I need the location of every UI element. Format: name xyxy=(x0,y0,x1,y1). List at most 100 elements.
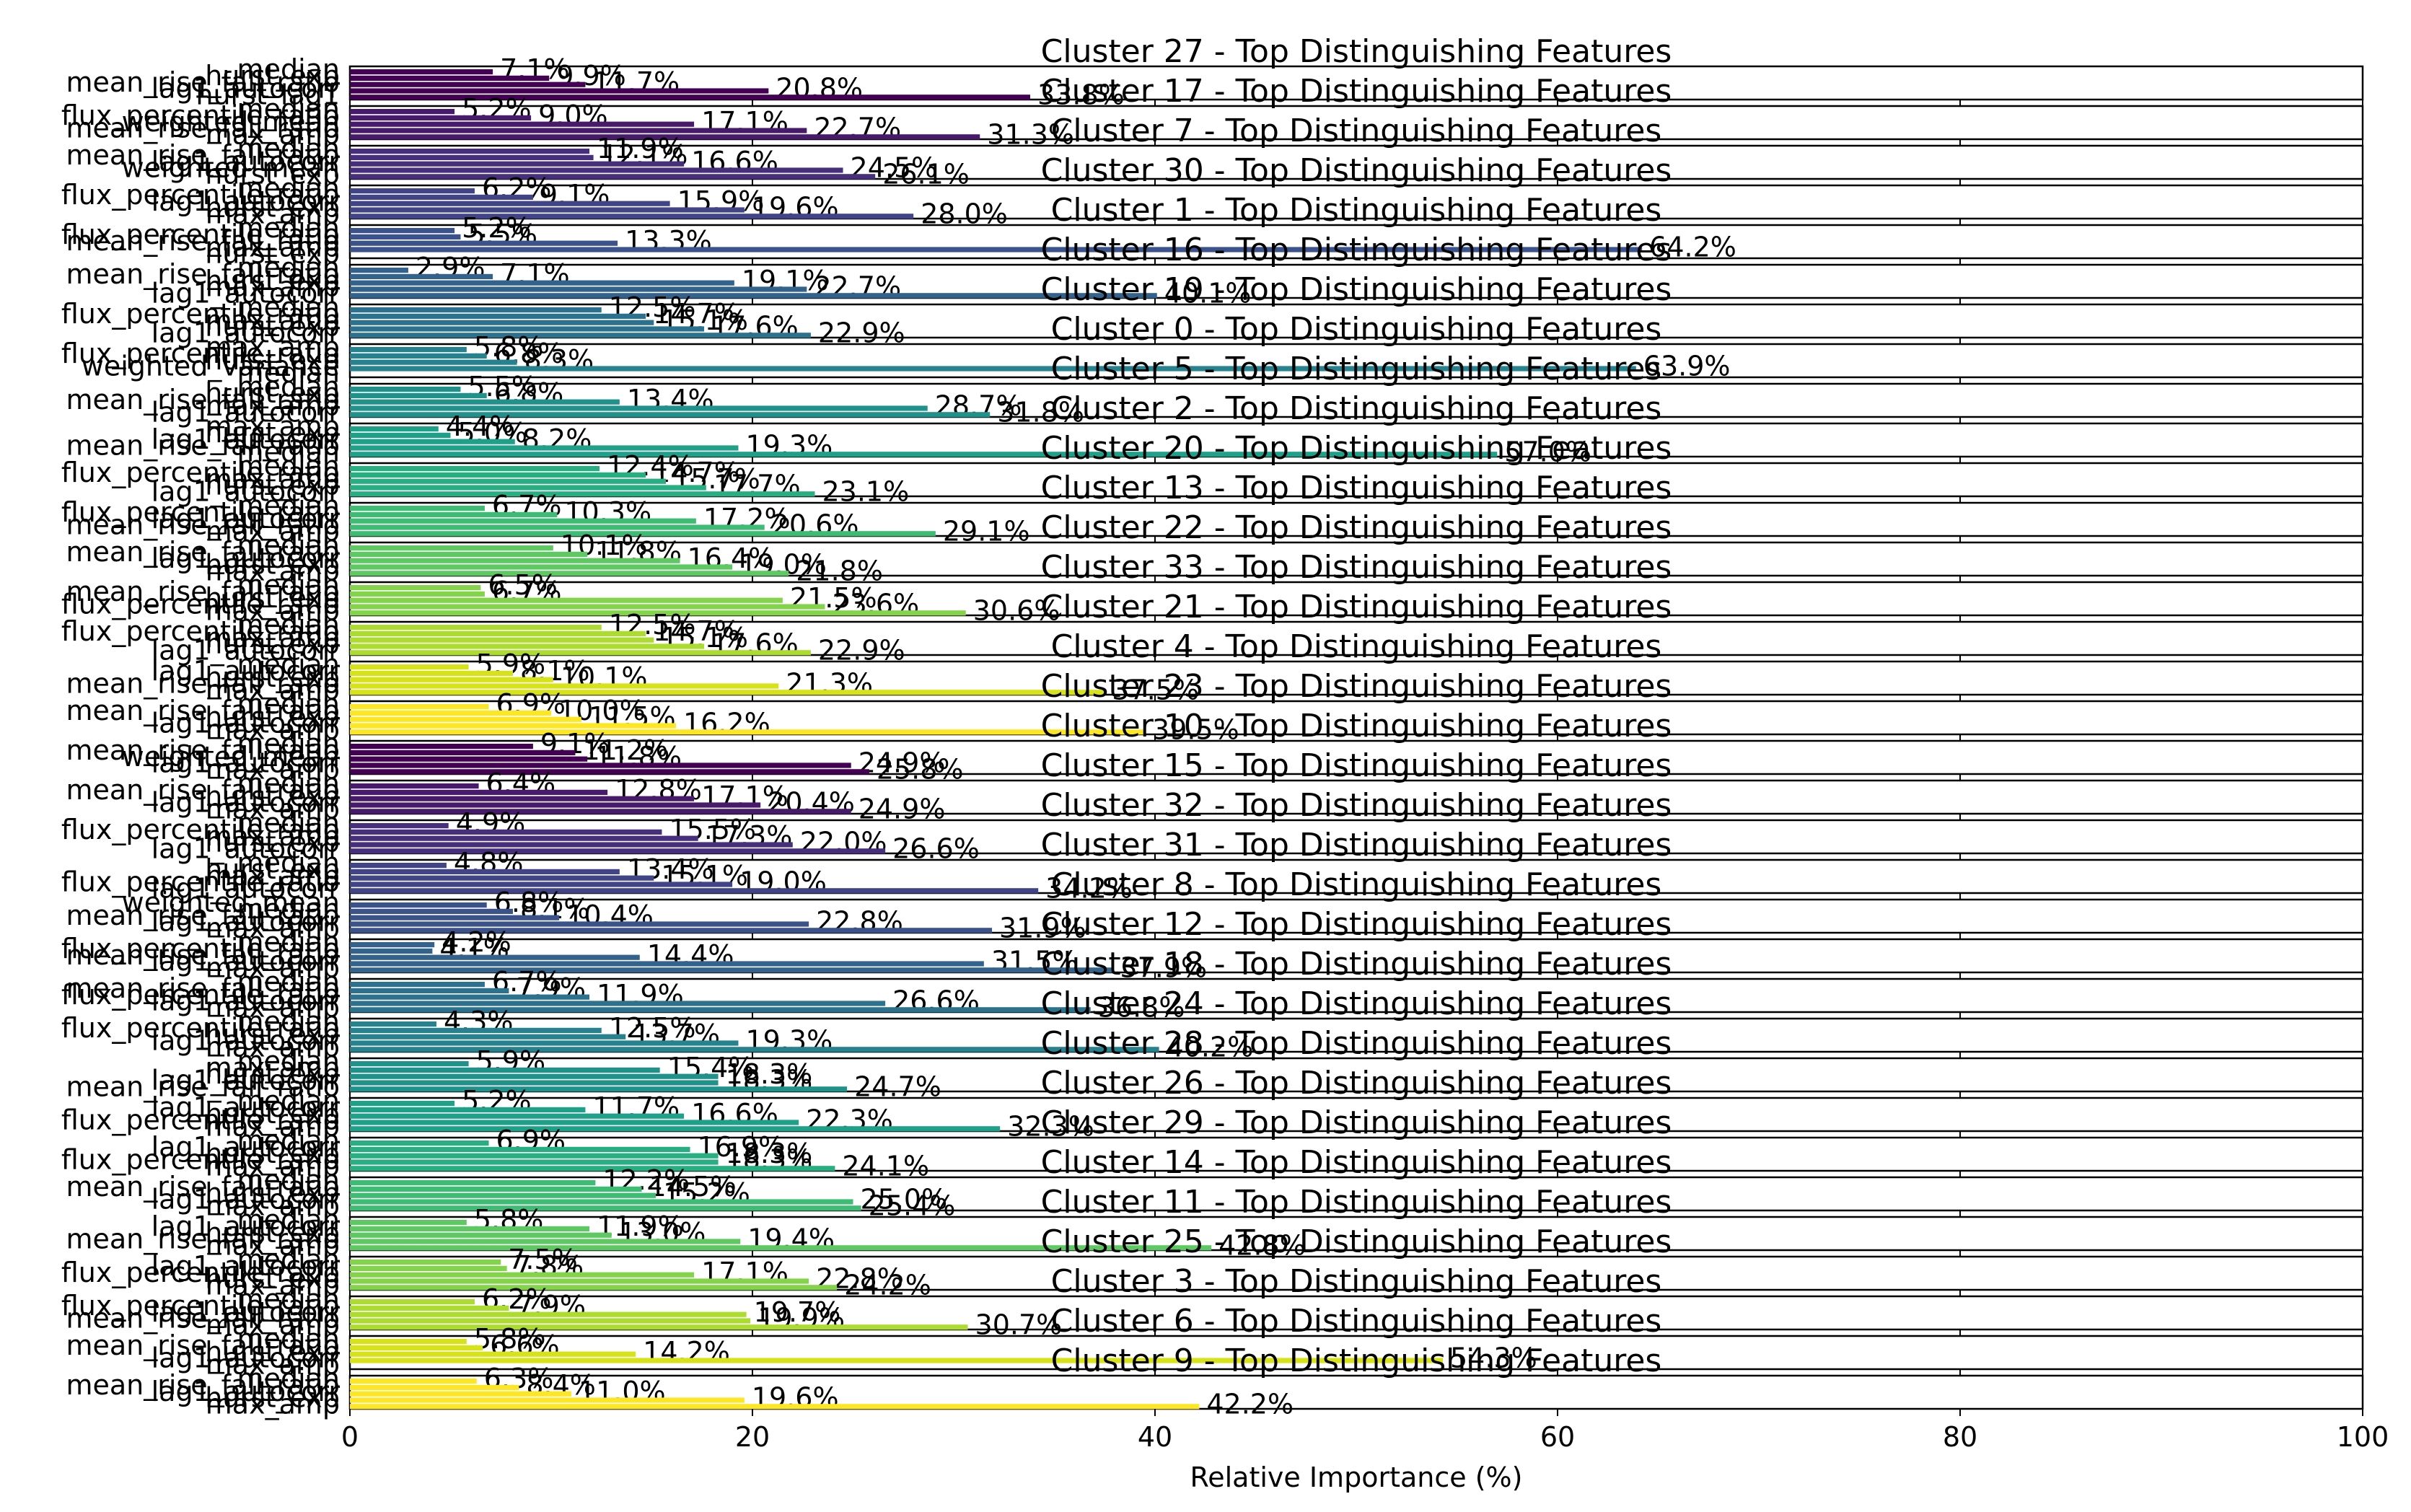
feature-label: max_amp xyxy=(206,555,340,586)
bar xyxy=(350,128,807,133)
bar xyxy=(350,604,825,610)
bar xyxy=(350,491,815,497)
panel-13: median 6.5%mean_rise_fall_ratio 6.7%hurst_… xyxy=(61,549,2364,626)
feature-label: hurst_exp xyxy=(205,377,340,409)
value-label: 5.8% xyxy=(474,1323,544,1355)
bar xyxy=(350,307,602,313)
bar xyxy=(350,1305,509,1311)
bar xyxy=(350,273,493,279)
feature-label: max_amp xyxy=(206,820,340,852)
feature-label: lag1_autocorr xyxy=(151,73,341,105)
panel-2: median 11.9%mean_rise_fall_ratio 12.1%lag1… xyxy=(66,113,2364,190)
bar xyxy=(350,333,811,338)
panel-title: Cluster 25 - Top Distinguishing Features xyxy=(1041,1223,1672,1260)
panel-title: Cluster 13 - Top Distinguishing Features xyxy=(1041,470,1672,506)
value-label: 4.4% xyxy=(446,410,516,442)
feature-label: median xyxy=(237,1363,340,1394)
panel-title: Cluster 5 - Top Distinguishing Features xyxy=(1051,351,1662,387)
bar xyxy=(350,1299,475,1305)
bar xyxy=(350,710,551,716)
bar xyxy=(350,1166,835,1172)
panel-title: Cluster 12 - Top Distinguishing Features xyxy=(1041,906,1672,943)
panel-title: Cluster 10 - Top Distinguishing Features xyxy=(1041,708,1672,744)
bar xyxy=(350,412,991,418)
bar xyxy=(350,194,533,200)
feature-label: median xyxy=(237,1204,340,1236)
bar xyxy=(350,293,1157,299)
feature-label: flux_percentile_ratio xyxy=(61,1257,340,1288)
feature-label: flux_percentile_ratio xyxy=(61,1144,340,1176)
feature-label: median xyxy=(237,490,340,522)
bar xyxy=(350,214,914,219)
feature-label: max_amp xyxy=(206,1348,340,1380)
panel-8: median 5.5%hurst_exp 6.8%mean_rise_fall_ra… xyxy=(66,351,2364,428)
feature-label: max_amp xyxy=(206,594,340,626)
bar xyxy=(350,591,485,597)
bar xyxy=(350,1061,469,1067)
bar xyxy=(350,769,869,775)
feature-label: flux_percentile_ratio xyxy=(61,933,340,964)
bar xyxy=(350,472,646,478)
bar xyxy=(350,452,1498,457)
panel-9: max_amp 4.4%hurst_exp 5.0%lag1_autocorr 8.2… xyxy=(66,390,2364,467)
bar xyxy=(350,439,515,444)
bar xyxy=(350,921,809,927)
bar xyxy=(350,234,461,239)
panel-title: Cluster 31 - Top Distinguishing Features xyxy=(1041,827,1672,863)
feature-label: median xyxy=(237,53,340,85)
panel-14: median 12.5%flux_percentile_ratio 14.7%max… xyxy=(61,589,2364,666)
panel-24: median 4.3%flux_percentile_ratio 12.5%hurs… xyxy=(61,985,2364,1063)
bar xyxy=(350,1318,751,1324)
feature-label: median xyxy=(237,252,340,284)
feature-label: median xyxy=(237,649,340,680)
feature-label: median xyxy=(237,1085,340,1117)
bar xyxy=(350,942,435,948)
panel-11: median 6.7%flux_percentile_ratio 10.3%lag1… xyxy=(61,470,2364,547)
bar xyxy=(350,82,586,87)
feature-label: hurst_exp xyxy=(205,344,340,376)
value-label: 42.2% xyxy=(1206,1388,1294,1420)
bar xyxy=(350,1285,838,1291)
bar xyxy=(350,1278,809,1284)
bar xyxy=(350,610,966,616)
bar xyxy=(350,789,608,795)
bar xyxy=(350,545,553,551)
feature-label: median xyxy=(237,356,340,388)
feature-label: max_amp xyxy=(206,515,340,547)
feature-label: median xyxy=(237,1244,340,1275)
panel-title: Cluster 23 - Top Distinguishing Features xyxy=(1041,668,1672,705)
bar xyxy=(350,1001,886,1006)
panel-title: Cluster 7 - Top Distinguishing Features xyxy=(1051,113,1662,149)
feature-label: mean_rise_fall_ratio xyxy=(66,113,340,144)
value-label: 11.9% xyxy=(597,133,684,164)
panel-title: Cluster 6 - Top Distinguishing Features xyxy=(1051,1303,1662,1340)
panel-12: median 10.1%mean_rise_fall_ratio 11.8%lag1… xyxy=(66,509,2364,586)
feature-label: median xyxy=(237,450,340,482)
feature-label: max_amp xyxy=(206,1150,340,1182)
feature-label: median xyxy=(237,1006,340,1037)
bar xyxy=(350,829,662,835)
bar xyxy=(350,1239,741,1244)
bar xyxy=(350,347,467,353)
panel-title: Cluster 16 - Top Distinguishing Features xyxy=(1041,232,1672,268)
feature-label: flux_percentile_ratio xyxy=(61,100,340,131)
panel-10: median 12.4%flux_percentile_ratio 14.7%max… xyxy=(61,430,2364,507)
panel-title: Cluster 20 - Top Distinguishing Features xyxy=(1041,430,1672,467)
feature-label: lag1_autocorr xyxy=(151,1025,341,1057)
bar xyxy=(350,485,706,491)
feature-label: mean_rise_fall_ratio xyxy=(66,384,340,416)
bar xyxy=(350,994,590,1000)
bar xyxy=(350,1180,596,1186)
panel-title: Cluster 1 - Top Distinguishing Features xyxy=(1051,192,1662,229)
feature-label: flux_percentile_ratio xyxy=(61,298,340,330)
feature-label: hurst_exp xyxy=(205,662,340,693)
feature-label: max_amp xyxy=(206,753,340,785)
feature-label: hurst_exp xyxy=(205,781,340,812)
panel-title: Cluster 2 - Top Distinguishing Features xyxy=(1051,390,1662,427)
panel-5: median 2.9%mean_rise_fall_ratio 7.1%hurst_… xyxy=(66,232,2364,309)
panel-title: Cluster 15 - Top Distinguishing Features xyxy=(1041,747,1672,784)
bar xyxy=(350,1220,467,1226)
feature-label: lag1_autocorr xyxy=(151,634,341,666)
bar xyxy=(350,643,705,649)
